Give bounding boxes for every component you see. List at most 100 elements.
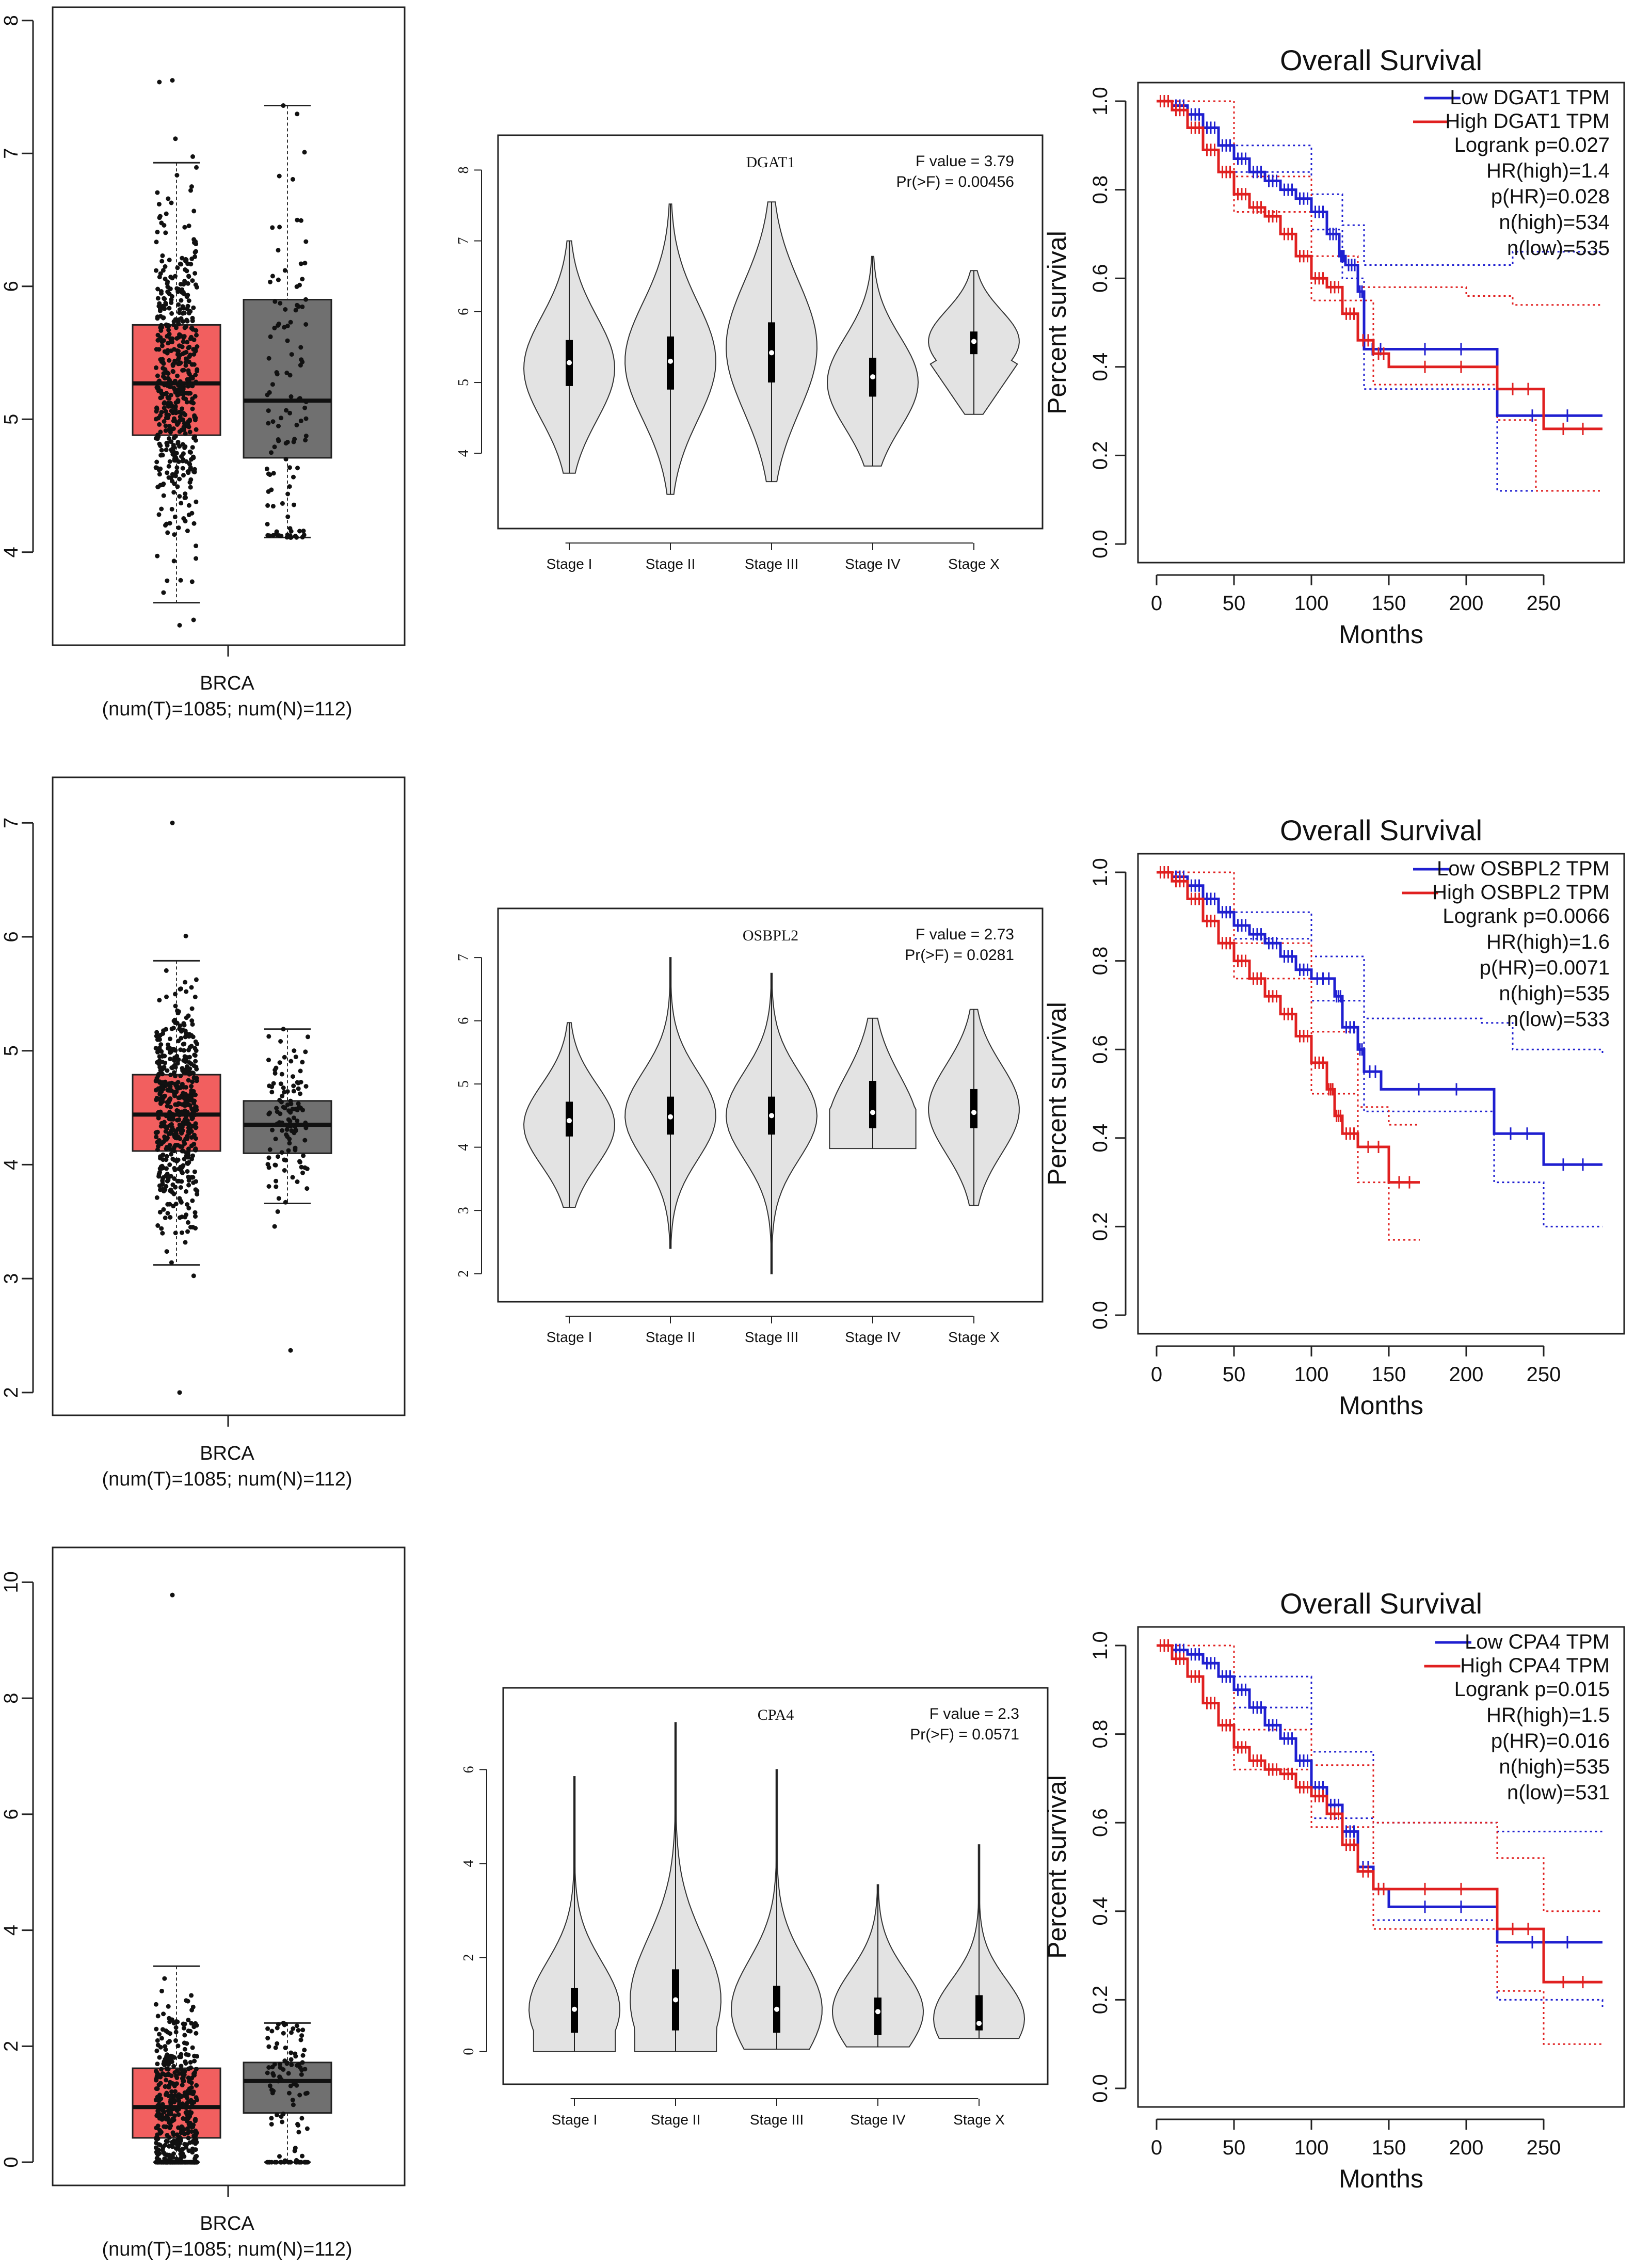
data-point [158, 2074, 163, 2080]
data-point [172, 378, 178, 384]
data-point [160, 1060, 165, 1065]
data-point [274, 532, 279, 537]
violin-title: DGAT1 [746, 154, 795, 171]
data-point [291, 2026, 296, 2031]
data-point [166, 1176, 171, 1181]
data-point [161, 590, 166, 595]
data-point [175, 265, 180, 270]
data-point [171, 443, 176, 448]
km-title: Overall Survival [1280, 44, 1482, 76]
data-point [170, 369, 175, 374]
data-point [155, 230, 160, 235]
violin-stage-iv: Stage IV [829, 1017, 917, 1345]
data-point [265, 2160, 270, 2165]
data-point [172, 387, 178, 392]
normal-box [243, 1027, 332, 1353]
group-label: BRCA [200, 673, 254, 694]
violin-stage-x: Stage X [928, 1009, 1020, 1345]
data-point [299, 357, 304, 362]
data-point [158, 307, 163, 312]
data-point [181, 1148, 186, 1154]
data-point [167, 1082, 172, 1087]
data-point [297, 282, 302, 288]
y-tick-label: 5 [456, 379, 472, 386]
data-point [177, 353, 182, 358]
data-point [276, 2022, 281, 2027]
data-point [181, 368, 186, 373]
data-point [172, 454, 178, 459]
data-point [159, 2036, 164, 2041]
data-point [270, 2090, 275, 2096]
plot-frame [52, 776, 406, 1416]
data-point [167, 258, 172, 263]
y-tick-label: 0.8 [1089, 947, 1112, 976]
data-point [172, 1176, 177, 1181]
data-point [181, 2116, 186, 2121]
km-frame [1137, 82, 1625, 564]
data-point [175, 1178, 180, 1184]
y-tick-label: 0.6 [1089, 1808, 1112, 1837]
data-point [193, 1214, 198, 1219]
data-point [163, 428, 168, 433]
data-point [266, 356, 271, 361]
data-point [156, 2142, 162, 2147]
data-point [266, 1184, 271, 1189]
boxplot-osbpl2: 2 3 4 5 6 7 BRCA (num(T)=1085; num(N)=112) [1, 776, 406, 1490]
data-point [298, 1091, 302, 1096]
data-point [177, 1117, 182, 1122]
data-point [166, 323, 171, 328]
data-point [153, 1046, 158, 1051]
data-point [157, 2116, 162, 2121]
data-point [162, 1066, 166, 1071]
data-point [266, 471, 271, 476]
data-point [159, 291, 164, 296]
data-point [186, 2121, 191, 2127]
data-point [303, 1049, 308, 1055]
x-tick-label: 250 [1527, 592, 1561, 615]
data-point [178, 261, 183, 266]
data-point [164, 1249, 169, 1254]
data-point [165, 289, 170, 294]
data-point [302, 1138, 308, 1143]
data-point [287, 465, 292, 470]
data-point [169, 348, 173, 354]
data-point [160, 1072, 165, 1077]
data-point [189, 1006, 195, 1011]
data-point [169, 311, 174, 316]
data-point [186, 1034, 191, 1039]
data-point [177, 476, 182, 482]
data-point [298, 418, 303, 423]
data-point [188, 485, 193, 490]
data-point [155, 2112, 161, 2117]
data-point [280, 2119, 285, 2125]
data-point [171, 426, 176, 431]
data-point [172, 481, 177, 486]
data-point [190, 406, 195, 411]
data-point [265, 503, 270, 508]
data-point [187, 1122, 192, 1127]
data-point [154, 385, 159, 390]
data-point [302, 2160, 308, 2165]
data-point [180, 290, 185, 295]
data-point [159, 220, 164, 226]
data-point [270, 504, 276, 509]
km-title: Overall Survival [1280, 1587, 1482, 1620]
data-point [166, 2085, 171, 2090]
group-counts: (num(T)=1085; num(N)=112) [102, 1468, 352, 1490]
data-point [173, 992, 178, 997]
data-point [191, 1075, 197, 1080]
data-point [293, 534, 298, 538]
group-label: BRCA [200, 1443, 254, 1464]
violin-median-dot [567, 360, 572, 365]
data-point [288, 2050, 294, 2055]
data-point [288, 535, 293, 540]
data-point [171, 1204, 176, 1209]
data-point [189, 2080, 194, 2085]
data-point [178, 343, 183, 348]
data-point [194, 556, 199, 561]
data-point [155, 2136, 161, 2142]
data-point [178, 1185, 183, 1190]
data-point [282, 1055, 287, 1060]
data-point [160, 1231, 165, 1236]
data-point [168, 2053, 173, 2058]
